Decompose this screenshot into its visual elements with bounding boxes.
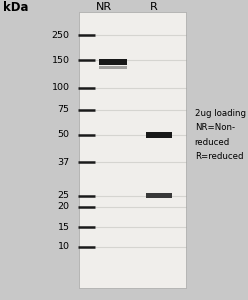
Bar — [98, 59, 127, 65]
Text: NR: NR — [96, 2, 112, 13]
Text: R=reduced: R=reduced — [195, 152, 243, 161]
Text: 37: 37 — [57, 158, 69, 167]
Text: 250: 250 — [51, 31, 69, 40]
Bar — [98, 66, 127, 69]
Text: 15: 15 — [58, 223, 69, 232]
Text: 20: 20 — [58, 202, 69, 211]
Text: reduced: reduced — [195, 137, 230, 146]
Text: 100: 100 — [51, 83, 69, 92]
Text: 50: 50 — [58, 130, 69, 139]
Text: 10: 10 — [58, 242, 69, 251]
Text: NR=Non-: NR=Non- — [195, 123, 235, 132]
Bar — [79, 12, 186, 288]
Text: 2ug loading: 2ug loading — [195, 109, 246, 118]
Text: 75: 75 — [58, 106, 69, 115]
Bar — [146, 193, 172, 198]
Text: R: R — [150, 2, 158, 13]
Text: kDa: kDa — [3, 1, 29, 14]
Text: 150: 150 — [51, 56, 69, 65]
Bar — [146, 132, 172, 138]
Text: 25: 25 — [58, 191, 69, 200]
